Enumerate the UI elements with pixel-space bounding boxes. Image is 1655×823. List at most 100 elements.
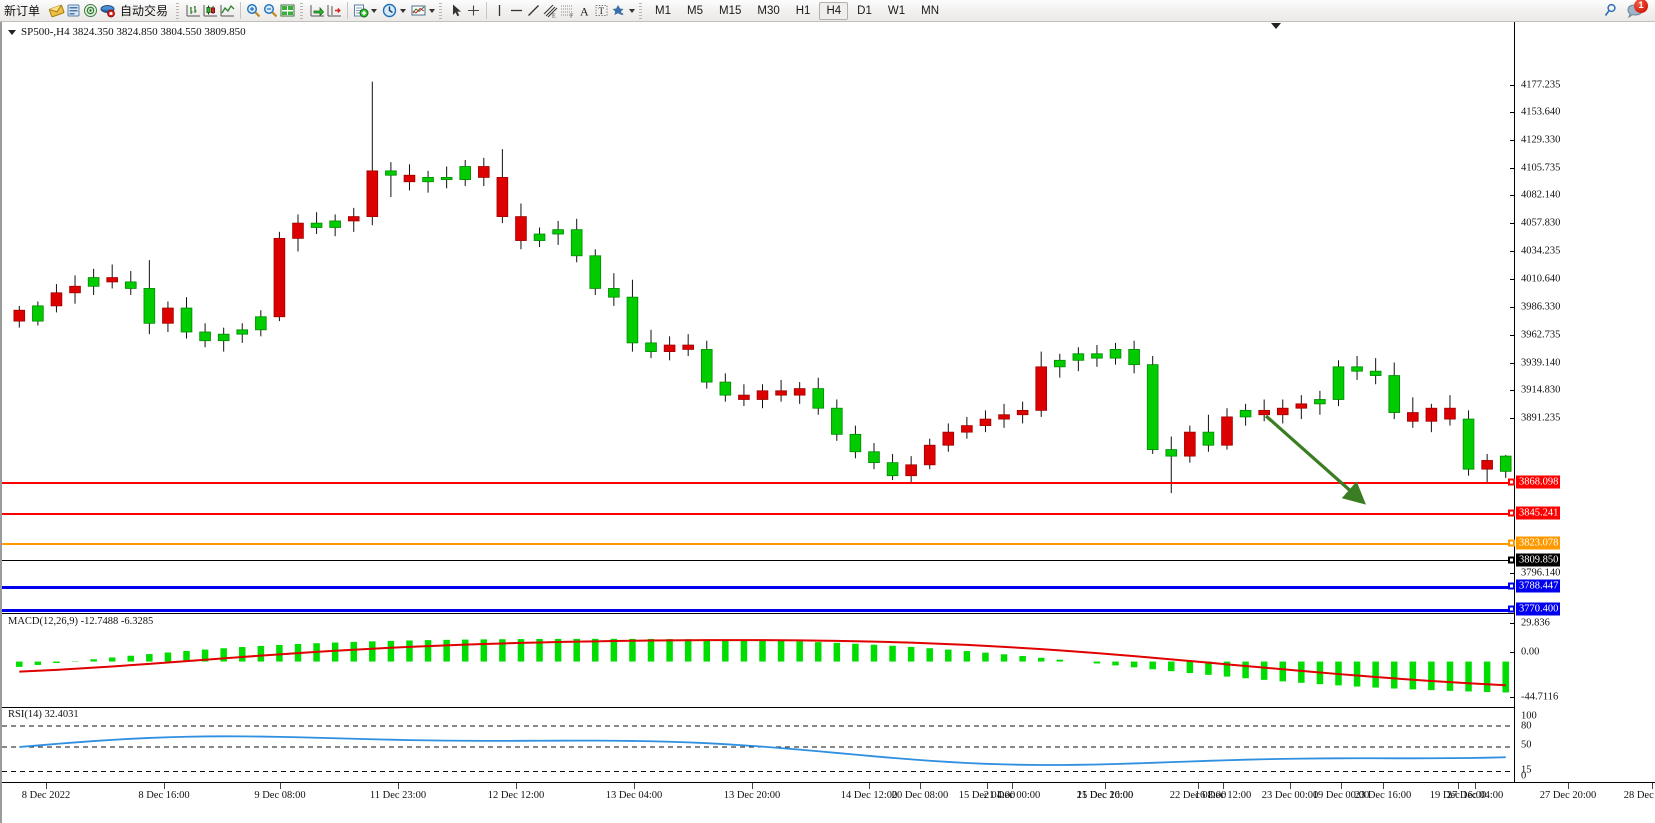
price-level-handle-target-2[interactable]	[1508, 605, 1515, 613]
chart-canvas[interactable]: SP500-,H4 3824.350 3824.850 3804.550 380…	[0, 22, 1655, 823]
price-level-handle-resistance-1[interactable]	[1508, 478, 1515, 486]
period-caret-icon[interactable]	[400, 8, 407, 13]
alerts-icon[interactable]: 1	[1625, 0, 1648, 20]
text-icon[interactable]: A	[576, 2, 593, 19]
price-tick-label: 3891.235	[1521, 412, 1561, 424]
time-tick	[516, 783, 517, 789]
time-tick-label: 22 Dec 08:00	[1169, 790, 1227, 801]
toolbar-grip-3[interactable]	[438, 1, 446, 20]
macd-tick-label: 29.836	[1521, 617, 1550, 629]
price-level-handle-resistance-2[interactable]	[1508, 509, 1515, 517]
time-tick	[1652, 783, 1653, 789]
period-icon[interactable]	[381, 2, 398, 19]
price-tick-label: 4129.330	[1521, 134, 1561, 146]
price-level-line-support-orange[interactable]	[2, 543, 1514, 545]
price-level-tag-resistance-2[interactable]: 3845.241	[1516, 506, 1561, 520]
price-level-tag-target-2[interactable]: 3770.400	[1516, 602, 1561, 616]
bar-chart-icon[interactable]	[185, 2, 202, 19]
macd-plot	[16, 638, 1509, 693]
timeframe-h4[interactable]: H4	[819, 1, 849, 20]
chart-title-caret-icon[interactable]	[8, 29, 16, 35]
candlestick-chart-icon[interactable]	[202, 2, 219, 19]
price-level-line-resistance-1[interactable]	[2, 482, 1514, 484]
equidistant-channel-icon[interactable]: E	[542, 2, 559, 20]
timeframe-w1[interactable]: W1	[887, 4, 906, 17]
shapes-caret-icon[interactable]	[629, 8, 636, 13]
auto-trading-button[interactable]: 自动交易	[116, 1, 172, 21]
add-indicator-icon[interactable]	[352, 2, 369, 19]
fibonacci-icon[interactable]: F	[559, 2, 576, 20]
timeframe-m5[interactable]: M5	[687, 4, 703, 17]
price-level-tag-current-price[interactable]: 3809.850	[1516, 553, 1561, 567]
cursor-icon[interactable]	[448, 2, 465, 19]
time-tick	[1223, 783, 1224, 789]
price-tick	[1510, 363, 1515, 364]
price-level-line-current-price[interactable]	[2, 560, 1514, 561]
time-tick	[920, 783, 921, 789]
horizontal-line-icon[interactable]	[508, 2, 525, 19]
toolbar-grip-2[interactable]	[299, 1, 307, 20]
tile-windows-icon[interactable]	[279, 2, 296, 19]
new-order-label: 新订单	[4, 4, 41, 18]
time-tick	[1568, 783, 1569, 789]
time-tick	[46, 783, 47, 789]
timeframe-h1[interactable]: H1	[795, 4, 811, 17]
price-level-tag-support-orange[interactable]: 3823.078	[1516, 536, 1561, 550]
market-watch-icon[interactable]	[82, 2, 99, 19]
price-level-line-target-2[interactable]	[2, 609, 1514, 612]
macd-tick	[1510, 697, 1515, 698]
auto-scroll-icon[interactable]	[326, 2, 343, 19]
zoom-in-icon[interactable]	[245, 2, 262, 19]
new-order-icon[interactable]	[48, 2, 65, 19]
time-tick	[1198, 783, 1199, 789]
templates-caret-icon[interactable]	[429, 8, 436, 13]
line-chart-icon[interactable]	[219, 2, 236, 19]
chart-dropdown-caret-icon[interactable]	[1271, 23, 1281, 29]
time-axis[interactable]: 8 Dec 2022 8 Dec 16:00 9 Dec 08:00 11 Dec 2…	[2, 782, 1655, 823]
crosshair-icon[interactable]	[465, 2, 482, 19]
timeframe-mn[interactable]: MN	[921, 4, 939, 17]
time-tick	[987, 783, 988, 789]
time-tick-label: 13 Dec 20:00	[723, 790, 781, 801]
chart-title-bar: SP500-,H4 3824.350 3824.850 3804.550 380…	[8, 26, 246, 38]
price-level-handle-target-1[interactable]	[1508, 582, 1515, 590]
price-candles	[13, 81, 1512, 494]
templates-icon[interactable]	[410, 2, 427, 19]
macd-panel-separator-top	[2, 613, 1514, 614]
search-icon[interactable]	[1602, 2, 1619, 19]
time-tick-label: 23 Dec 00:00	[1261, 790, 1319, 801]
price-level-handle-current-price[interactable]	[1508, 556, 1515, 564]
toolbar-separator-3	[486, 2, 488, 19]
new-order-button[interactable]: 新订单	[0, 1, 44, 21]
text-label-icon[interactable]: T	[593, 2, 610, 19]
toolbar-grip-4[interactable]	[638, 1, 646, 20]
trendline-icon[interactable]	[525, 2, 542, 19]
timeframe-d1[interactable]: D1	[857, 4, 872, 17]
timeframe-m30[interactable]: M30	[757, 4, 780, 17]
zoom-out-icon[interactable]	[262, 2, 279, 19]
toolbar-grip[interactable]	[175, 1, 183, 20]
terminal-icon[interactable]	[65, 2, 82, 19]
time-tick-label: 16 Dec 12:00	[1194, 790, 1252, 801]
price-level-line-target-1[interactable]	[2, 586, 1514, 589]
price-level-handle-support-orange[interactable]	[1508, 539, 1515, 547]
price-level-tag-resistance-1[interactable]: 3868.098	[1516, 475, 1561, 489]
price-level-line-resistance-2[interactable]	[2, 513, 1514, 515]
toolbar-right-group: 1	[1602, 0, 1655, 20]
shapes-icon[interactable]	[610, 2, 627, 19]
auto-trading-icon[interactable]	[99, 2, 116, 19]
rsi-tick-label: 50	[1521, 739, 1532, 751]
price-tick-label: 4082.140	[1521, 189, 1561, 201]
timeframe-m1[interactable]: M1	[655, 4, 672, 17]
chart-shift-icon[interactable]	[309, 2, 326, 19]
timeframe-m15[interactable]: M15	[719, 4, 742, 17]
vertical-line-icon[interactable]	[491, 2, 508, 19]
main-toolbar: 新订单 自动交易	[0, 0, 1655, 22]
svg-text:E: E	[552, 14, 556, 20]
price-axis	[1514, 22, 1515, 782]
price-level-tag-target-1[interactable]: 3788.447	[1516, 579, 1561, 593]
time-tick-label: 27 Dec 04:00	[1446, 790, 1504, 801]
rsi-tick-label: 15	[1521, 764, 1532, 776]
price-tick-label: 4177.235	[1521, 79, 1561, 91]
add-indicator-caret-icon[interactable]	[371, 8, 378, 13]
